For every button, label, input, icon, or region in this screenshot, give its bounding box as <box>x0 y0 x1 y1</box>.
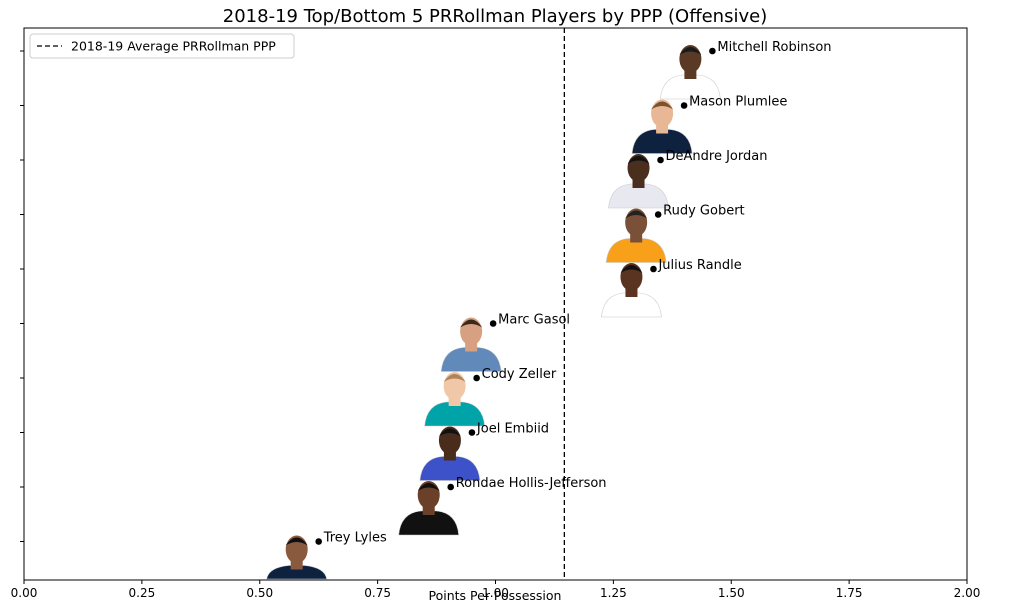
x-tick-label: 0.00 <box>11 586 38 600</box>
point-label: Rudy Gobert <box>663 204 745 219</box>
legend-entry-average: 2018-19 Average PRRollman PPP <box>71 39 276 54</box>
data-point <box>650 265 657 273</box>
player-headshots <box>266 45 721 580</box>
plot-frame <box>23 27 968 581</box>
data-point <box>473 374 480 382</box>
data-point <box>315 538 322 545</box>
y-axis-ticks <box>20 50 24 542</box>
point-label: Mitchell Robinson <box>717 40 831 55</box>
jersey-shape <box>398 510 460 536</box>
point-label: Trey Lyles <box>323 531 387 546</box>
hair-shape <box>620 265 643 273</box>
x-tick-label: 1.00 <box>482 586 509 600</box>
hair-shape <box>625 210 648 219</box>
player-headshot-icon <box>440 317 502 372</box>
data-point <box>680 102 688 109</box>
player-headshot-icon <box>419 426 481 481</box>
player-headshot-icon <box>398 481 460 536</box>
player-headshot-icon <box>601 263 662 318</box>
data-point <box>709 47 716 55</box>
point-label: Rondae Hollis-Jefferson <box>456 476 607 491</box>
player-headshot-icon <box>605 208 667 263</box>
jersey-shape <box>601 292 662 318</box>
hair-shape <box>679 47 702 55</box>
player-headshot-icon <box>266 535 328 580</box>
data-point <box>468 429 476 436</box>
point-label: DeAndre Jordan <box>666 149 768 164</box>
jersey-shape <box>440 347 502 372</box>
jersey-shape <box>631 129 693 154</box>
point-label: Cody Zeller <box>482 367 557 382</box>
x-tick-label: 1.75 <box>836 586 863 600</box>
x-tick-label: 0.50 <box>246 586 273 600</box>
data-point <box>654 211 662 218</box>
jersey-shape <box>605 238 667 263</box>
x-tick-label: 0.25 <box>129 586 156 600</box>
data-points <box>315 47 716 545</box>
hair-shape <box>627 156 650 164</box>
player-headshot-icon <box>424 372 485 427</box>
point-label: Joel Embiid <box>476 422 549 437</box>
point-labels: Mitchell Robinson Mason Plumlee DeAndre Jo… <box>323 40 832 546</box>
point-label: Mason Plumlee <box>689 95 787 110</box>
legend-box <box>29 33 295 59</box>
point-label: Marc Gasol <box>498 313 570 328</box>
x-tick-label: 2.00 <box>954 586 981 600</box>
player-headshot-icon <box>660 45 721 100</box>
hair-shape <box>438 428 461 437</box>
hair-shape <box>460 319 483 328</box>
chart-title: 2018-19 Top/Bottom 5 PRRollman Players b… <box>223 6 767 27</box>
jersey-shape <box>424 401 485 427</box>
data-point <box>657 156 664 164</box>
x-tick-label: 1.25 <box>600 586 627 600</box>
jersey-shape <box>419 456 481 481</box>
jersey-shape <box>266 565 328 580</box>
hair-shape <box>417 483 440 491</box>
x-tick-label: 0.75 <box>364 586 391 600</box>
jersey-shape <box>660 74 721 100</box>
hair-shape <box>443 374 466 382</box>
player-headshot-icon <box>608 154 669 209</box>
point-label: Julius Randle <box>657 258 741 273</box>
player-headshot-icon <box>631 99 693 154</box>
jersey-shape <box>608 183 669 209</box>
legend: 2018-19 Average PRRollman PPP <box>29 33 295 59</box>
hair-shape <box>285 537 308 546</box>
data-point <box>489 320 497 327</box>
x-axis-ticks: 0.00 0.25 0.50 0.75 1.00 1.25 1.50 1.75 2.00 <box>11 580 981 600</box>
x-axis-label: Points Per Possession <box>429 588 562 603</box>
x-tick-label: 1.50 <box>718 586 745 600</box>
hair-shape <box>651 101 674 110</box>
data-point <box>447 483 455 491</box>
